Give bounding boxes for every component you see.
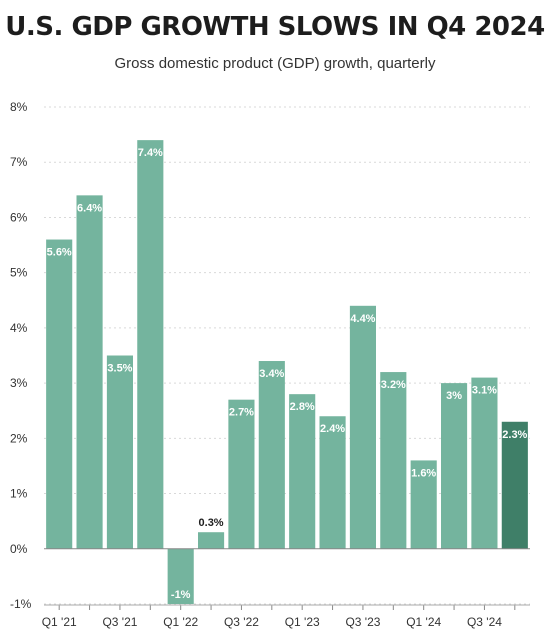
bar: [410, 460, 437, 549]
data-label: 3%: [446, 390, 462, 402]
bar: [380, 372, 407, 549]
data-label: 4.4%: [350, 313, 375, 325]
bar: [228, 399, 255, 549]
x-tick-label: Q3 '22: [224, 615, 259, 629]
bar: [106, 355, 133, 549]
data-label: 2.7%: [229, 407, 254, 419]
y-tick-label: 6%: [10, 210, 28, 224]
bar: [198, 532, 225, 549]
data-label: 1.6%: [411, 467, 436, 479]
bar: [471, 377, 498, 549]
x-tick-label: Q1 '24: [406, 615, 441, 629]
bar: [319, 416, 346, 549]
y-tick-label: 0%: [10, 542, 28, 556]
data-label: 2.3%: [502, 429, 527, 441]
data-label: 3.4%: [259, 368, 284, 380]
bar: [258, 361, 285, 549]
data-label: 7.4%: [138, 147, 163, 159]
data-label: -1%: [171, 589, 191, 601]
y-tick-label: 8%: [10, 100, 28, 114]
bar: [349, 305, 376, 549]
x-tick-label: Q1 '23: [285, 615, 320, 629]
y-tick-label: 7%: [10, 155, 28, 169]
bar: [76, 195, 103, 549]
bar: [289, 394, 316, 549]
bar: [46, 239, 73, 549]
y-tick-label: -1%: [10, 597, 32, 611]
data-label: 2.8%: [290, 401, 315, 413]
y-tick-label: 5%: [10, 266, 28, 280]
y-tick-label: 3%: [10, 376, 28, 390]
data-label: 6.4%: [77, 202, 102, 214]
bar: [501, 421, 528, 549]
x-tick-label: Q3 '21: [102, 615, 137, 629]
x-tick-label: Q3 '24: [467, 615, 502, 629]
data-label: 3.5%: [107, 363, 132, 375]
x-tick-label: Q1 '22: [163, 615, 198, 629]
chart-subtitle: Gross domestic product (GDP) growth, qua…: [114, 55, 436, 72]
data-label: 3.1%: [472, 385, 497, 397]
chart-title: U.S. GDP GROWTH SLOWS IN Q4 2024: [5, 12, 545, 42]
x-tick-label: Q3 '23: [345, 615, 380, 629]
data-label: 0.3%: [199, 517, 224, 529]
x-tick-label: Q1 '21: [42, 615, 77, 629]
y-tick-label: 4%: [10, 321, 28, 335]
bar: [137, 140, 164, 549]
bar: [441, 383, 468, 549]
y-tick-label: 1%: [10, 487, 28, 501]
bar: [167, 548, 194, 604]
data-label: 3.2%: [381, 379, 406, 391]
data-label: 2.4%: [320, 423, 345, 435]
data-label: 5.6%: [47, 247, 72, 259]
y-tick-label: 2%: [10, 431, 28, 445]
